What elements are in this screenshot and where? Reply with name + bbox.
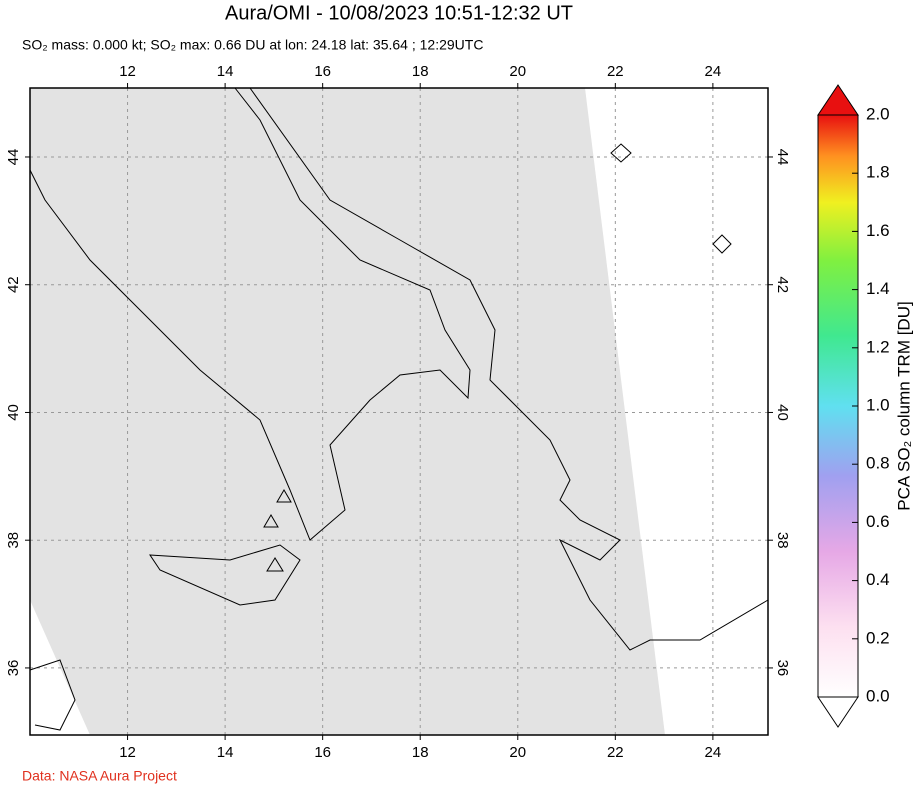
map-frame (29, 87, 769, 736)
y-tick-label: 36 (774, 660, 791, 677)
colorbar-tick-label: 0.6 (866, 512, 890, 531)
coastline-balkans (249, 87, 769, 651)
grid (30, 88, 768, 735)
colorbar-tick-label: 0.8 (866, 454, 890, 473)
subtitle: SO₂ mass: 0.000 kt; SO₂ max: 0.66 DU at … (22, 37, 483, 53)
x-tick-label: 14 (217, 63, 234, 80)
colorbar-max-arrow (817, 84, 859, 116)
colorbar-label: PCA SO₂ column TRM [DU] (894, 301, 913, 510)
y-tick-label: 42 (774, 276, 791, 293)
x-tick-label: 12 (119, 744, 136, 761)
colorbar-tick-label: 1.6 (866, 221, 890, 240)
x-tick-label: 22 (607, 744, 624, 761)
axis-ticks: 12 12 14 14 16 16 18 18 20 20 22 22 24 24 36 36 38 38 40 40… (5, 63, 791, 761)
y-tick-label: 36 (5, 660, 22, 677)
x-tick-label: 20 (509, 744, 526, 761)
colorbar-tick-label: 2.0 (866, 104, 890, 123)
x-tick-label: 24 (705, 744, 722, 761)
x-tick-label: 12 (119, 63, 136, 80)
x-tick-label: 22 (607, 63, 624, 80)
volcano-marker (712, 234, 732, 254)
y-tick-label: 40 (5, 404, 22, 421)
y-tick-label: 44 (5, 149, 22, 166)
volcano-marker (266, 557, 284, 572)
x-tick-label: 24 (705, 63, 722, 80)
coastline-italy (29, 87, 471, 541)
volcano-marker (610, 143, 632, 163)
x-tick-label: 18 (412, 744, 429, 761)
x-tick-label: 16 (314, 744, 331, 761)
coastline-sardinia (29, 659, 76, 731)
y-tick-label: 38 (5, 532, 22, 549)
volcano-marker (276, 489, 292, 503)
colorbar-tick-label: 0.2 (866, 628, 890, 647)
y-tick-label: 44 (774, 149, 791, 166)
colorbar-tick-label: 1.2 (866, 337, 890, 356)
colorbar-tick-label: 1.0 (866, 395, 890, 414)
x-tick-label: 14 (217, 744, 234, 761)
y-tick-label: 40 (774, 404, 791, 421)
colorbar-ticks: 0.0 0.2 0.4 0.6 0.8 1.0 1.2 1.4 1.6 1.8 2.0 (852, 104, 890, 705)
colorbar (817, 114, 859, 698)
colorbar-tick-label: 1.4 (866, 279, 890, 298)
colorbar-tick-label: 0.4 (866, 570, 890, 589)
y-tick-label: 42 (5, 276, 22, 293)
colorbar-tick-label: 1.8 (866, 163, 890, 182)
x-tick-label: 18 (412, 63, 429, 80)
y-tick-label: 38 (774, 532, 791, 549)
data-coverage (30, 88, 665, 735)
title: Aura/OMI - 10/08/2023 10:51-12:32 UT (225, 2, 573, 24)
colorbar-min-arrow (817, 696, 859, 728)
x-tick-label: 20 (509, 63, 526, 80)
coastline-sicily (149, 544, 301, 606)
x-tick-label: 16 (314, 63, 331, 80)
colorbar-tick-label: 0.0 (866, 686, 890, 705)
volcano-marker (263, 514, 279, 528)
credit: Data: NASA Aura Project (22, 768, 177, 784)
